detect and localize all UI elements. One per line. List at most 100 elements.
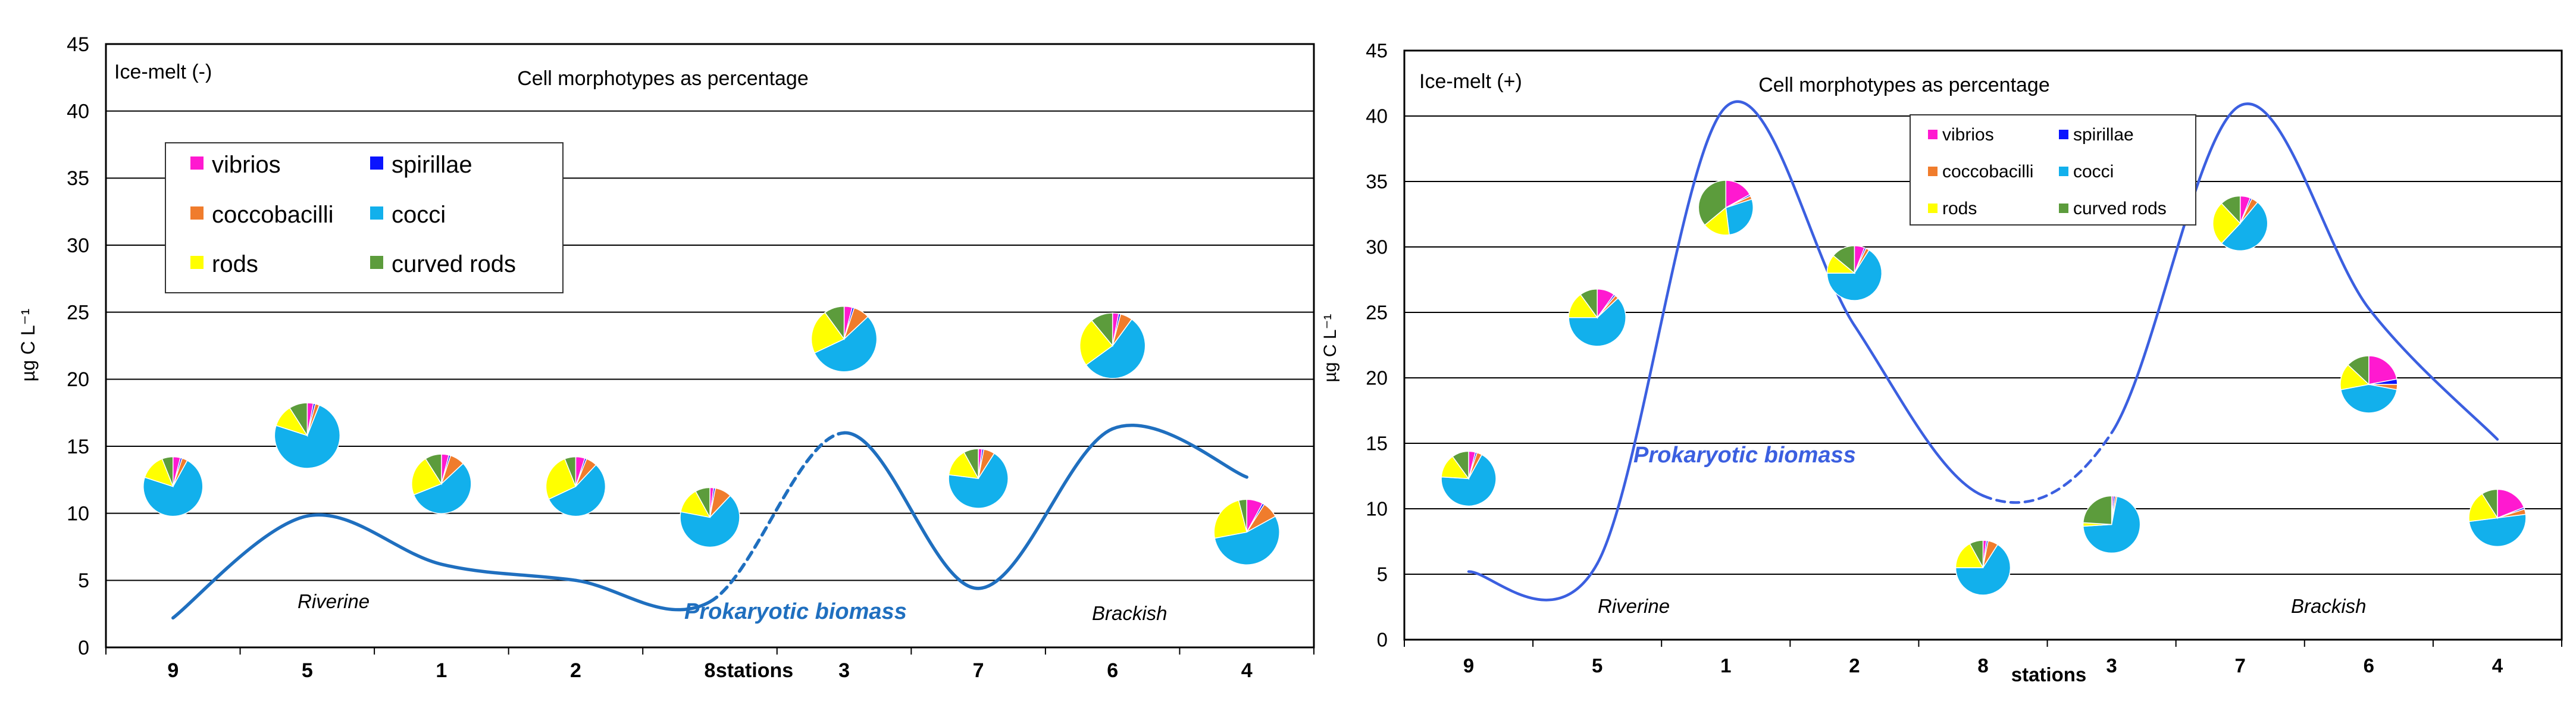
pie-slice-cocci bbox=[1568, 297, 1626, 347]
legend-swatch-coccobacilli bbox=[1928, 167, 1938, 176]
pie-slice-rods bbox=[810, 312, 845, 354]
biomass-line-dashed-segment bbox=[1982, 431, 2113, 504]
pie-slice-cocci bbox=[1214, 515, 1280, 565]
pie-slice-cocci bbox=[813, 316, 878, 372]
pie-slice-curved-rods bbox=[161, 456, 174, 487]
pie-slice-vibrios bbox=[2368, 355, 2397, 385]
morphotype-pies bbox=[143, 305, 1280, 565]
biomass-line-segment bbox=[171, 514, 309, 620]
morphotype-pies bbox=[1441, 180, 2527, 596]
legend-swatch-coccobacilli bbox=[190, 206, 204, 220]
grid-lines bbox=[1404, 115, 2562, 575]
x-tick-label: 8 bbox=[1977, 655, 1988, 677]
pie-slice-rods bbox=[1955, 543, 1984, 568]
y-axis-ticks: 0 5 10 15 20 25 30 35 40 45 bbox=[1366, 40, 1388, 651]
legend-swatch-spirillae bbox=[370, 156, 383, 170]
pie-slice-rods bbox=[1213, 500, 1248, 539]
pie-slice-rods bbox=[2468, 493, 2499, 522]
legend-swatch-rods bbox=[1928, 204, 1938, 213]
biomass-line-segment bbox=[1853, 324, 1985, 497]
x-tick-label: 6 bbox=[2364, 655, 2374, 677]
biomass-line-segment bbox=[842, 431, 980, 590]
y-tick-label: 10 bbox=[1366, 498, 1388, 520]
pie-slice-rods bbox=[2212, 202, 2241, 244]
pie-slice-cocci bbox=[2221, 201, 2268, 252]
legend-label-curved-rods: curved rods bbox=[2073, 199, 2167, 218]
x-axis-ticks: 9 5 1 2 8 3 7 6 4 bbox=[105, 647, 1314, 682]
legend-label-cocci: cocci bbox=[392, 202, 446, 228]
pie-slice-rods bbox=[411, 458, 443, 496]
y-tick-label: 20 bbox=[1366, 367, 1388, 389]
pie-slice-cocci bbox=[1085, 318, 1146, 379]
x-tick-label: 8 bbox=[705, 659, 716, 682]
legend-swatch-curved-rods bbox=[2059, 204, 2068, 213]
x-tick-label: 7 bbox=[2235, 655, 2246, 677]
legend-label-vibrios: vibrios bbox=[1942, 125, 1994, 145]
x-tick-label: 7 bbox=[973, 659, 984, 682]
legend-swatch-cocci bbox=[2059, 167, 2068, 176]
y-tick-label: 5 bbox=[78, 569, 89, 592]
pie-slice-rods bbox=[1704, 206, 1730, 236]
pie-station-3 bbox=[810, 305, 878, 372]
pie-slice-curved-rods bbox=[289, 402, 308, 437]
pie-station-8 bbox=[1955, 540, 2011, 596]
x-tick-label: 5 bbox=[1592, 655, 1602, 677]
x-axis-label: stations bbox=[716, 659, 793, 682]
x-tick-label: 5 bbox=[302, 659, 313, 682]
pie-slice-curved-rods bbox=[694, 487, 710, 518]
pie-slice-curved-rods bbox=[1238, 499, 1247, 533]
y-tick-label: 0 bbox=[1377, 629, 1388, 651]
biomass-line-segment bbox=[1110, 424, 1248, 479]
biomass-line-segment bbox=[2110, 104, 2242, 434]
x-axis-label: stations bbox=[2011, 663, 2087, 685]
pie-station-7 bbox=[948, 448, 1009, 509]
panel-label: Ice-melt (-) bbox=[114, 61, 212, 83]
pie-station-9 bbox=[143, 456, 204, 517]
pie-station-8 bbox=[680, 487, 740, 548]
legend-box bbox=[1910, 114, 2196, 226]
y-tick-label: 25 bbox=[67, 302, 89, 324]
legend-swatch-vibrios bbox=[190, 156, 204, 170]
x-axis-ticks: 9 5 1 2 8 3 7 6 4 bbox=[1404, 640, 2562, 677]
y-tick-label: 10 bbox=[67, 503, 89, 525]
biomass-line-segment bbox=[1595, 105, 1727, 565]
pie-station-2 bbox=[545, 456, 606, 517]
legend-swatch-spirillae bbox=[2059, 130, 2068, 139]
legend-swatch-rods bbox=[190, 256, 204, 269]
x-tick-label: 9 bbox=[167, 659, 179, 682]
legend: vibrios spirillae coccobacilli cocci rod… bbox=[165, 142, 564, 293]
plot-frame bbox=[105, 43, 1315, 649]
biomass-line-segment bbox=[2239, 102, 2371, 310]
chart-panel-ice-melt-minus: 0 5 10 15 20 25 30 35 40 45 9 5 1 2 8 3 7 6 4 Ice-melt (-… bbox=[17, 33, 1315, 682]
y-tick-label: 40 bbox=[1366, 105, 1388, 127]
annotation-brackish: Brackish bbox=[2291, 595, 2367, 617]
legend-label-spirillae: spirillae bbox=[392, 152, 472, 178]
pie-slice-cocci bbox=[413, 462, 472, 514]
y-tick-label: 35 bbox=[67, 167, 89, 190]
y-axis-label: µg C L⁻¹ bbox=[17, 309, 39, 381]
pie-slice-cocci bbox=[2340, 384, 2397, 414]
legend-label-coccobacilli: coccobacilli bbox=[1942, 162, 2033, 181]
x-tick-label: 1 bbox=[1720, 655, 1731, 677]
pie-slice-cocci bbox=[143, 459, 204, 517]
biomass-line bbox=[171, 424, 1248, 620]
pie-slice-vibrios bbox=[1725, 180, 1751, 209]
pie-station-6 bbox=[1079, 312, 1146, 379]
annotation-riverine: Riverine bbox=[298, 590, 370, 612]
pie-station-1 bbox=[411, 453, 472, 514]
legend-label-vibrios: vibrios bbox=[212, 152, 281, 178]
y-tick-label: 45 bbox=[1366, 40, 1388, 62]
biomass-line-segment bbox=[305, 513, 443, 566]
panel-label: Ice-melt (+) bbox=[1419, 70, 1522, 93]
legend-box bbox=[165, 142, 564, 293]
x-tick-label: 4 bbox=[1241, 659, 1253, 682]
legend-label-coccobacilli: coccobacilli bbox=[212, 202, 334, 228]
x-tick-label: 3 bbox=[2106, 655, 2117, 677]
plot-frame bbox=[1403, 49, 2563, 641]
annotation-brackish: Brackish bbox=[1092, 602, 1168, 624]
y-axis-label: µg C L⁻¹ bbox=[1320, 314, 1340, 383]
pie-slice-curved-rods bbox=[1832, 245, 1855, 274]
y-tick-label: 30 bbox=[1366, 236, 1388, 258]
y-tick-label: 20 bbox=[67, 368, 89, 391]
